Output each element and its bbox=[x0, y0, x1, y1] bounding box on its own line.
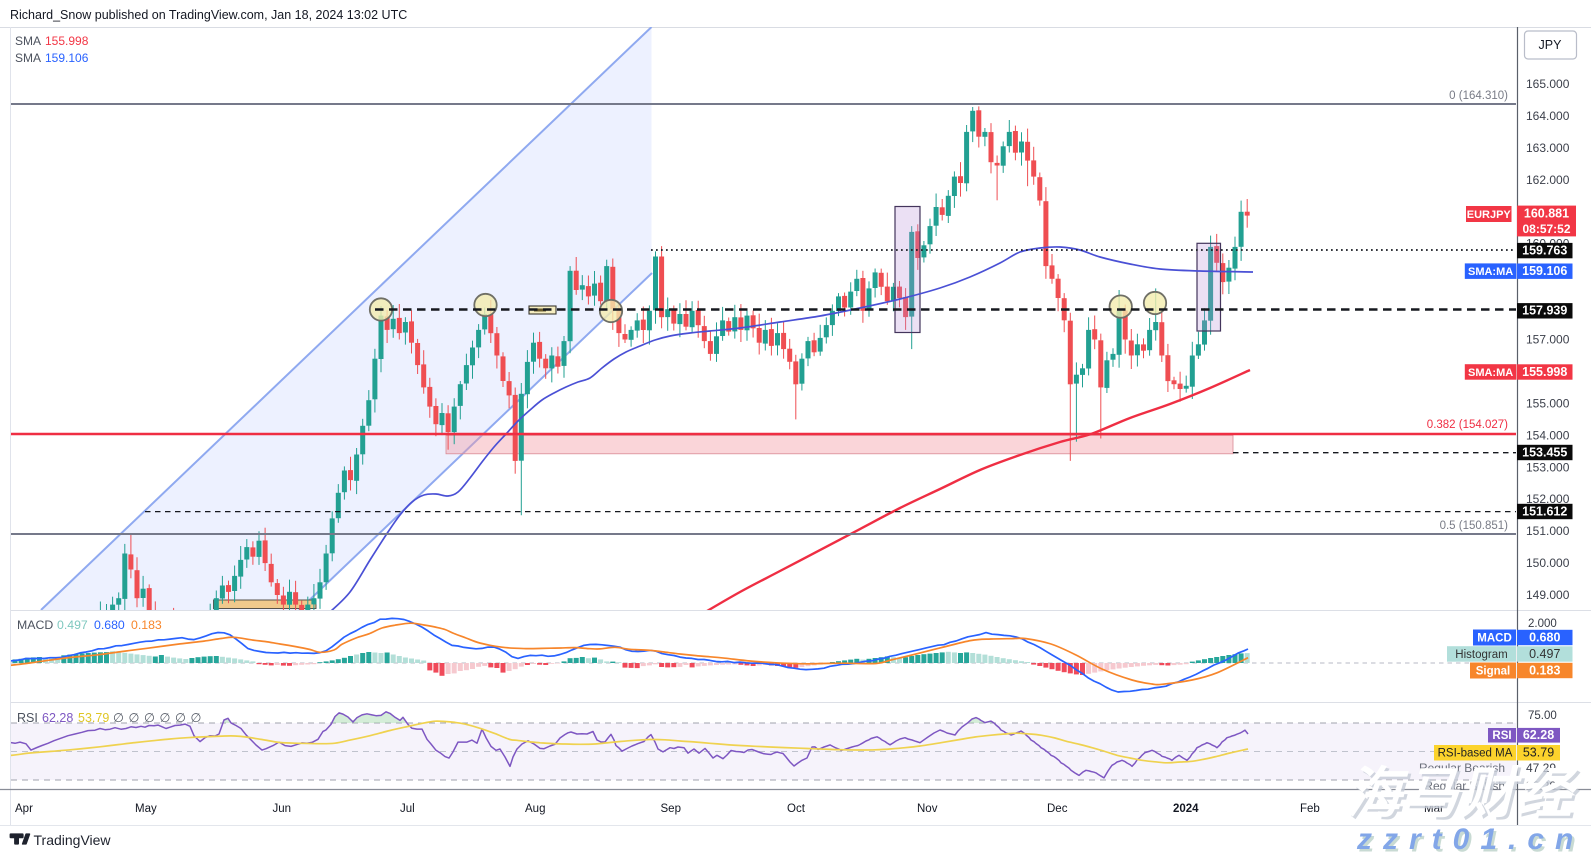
svg-text:53.79: 53.79 bbox=[1523, 746, 1554, 760]
svg-text:Histogram: Histogram bbox=[1455, 649, 1507, 661]
svg-text:152.000: 152.000 bbox=[1526, 492, 1570, 506]
svg-text:0.497: 0.497 bbox=[1529, 647, 1560, 661]
svg-text:0.680: 0.680 bbox=[94, 618, 125, 632]
svg-text:53.79: 53.79 bbox=[78, 711, 109, 725]
svg-text:Mar: Mar bbox=[1424, 803, 1444, 815]
svg-text:May: May bbox=[135, 803, 157, 815]
svg-text:149.000: 149.000 bbox=[1526, 588, 1570, 602]
svg-text:RSI: RSI bbox=[1492, 730, 1511, 742]
svg-text:∅: ∅ bbox=[175, 711, 186, 725]
svg-text:Feb: Feb bbox=[1300, 803, 1320, 815]
svg-text:62.28: 62.28 bbox=[1523, 728, 1554, 742]
svg-text:0.5 (150.851): 0.5 (150.851) bbox=[1440, 520, 1509, 532]
svg-text:0.382 (154.027): 0.382 (154.027) bbox=[1427, 419, 1508, 431]
svg-text:164.000: 164.000 bbox=[1526, 109, 1570, 123]
svg-text:TradingView: TradingView bbox=[34, 832, 112, 848]
svg-text:155.000: 155.000 bbox=[1526, 396, 1570, 410]
svg-text:Regular Bearish: Regular Bearish bbox=[1419, 761, 1505, 775]
svg-text:157.000: 157.000 bbox=[1526, 333, 1570, 347]
svg-text:∅: ∅ bbox=[191, 711, 202, 725]
svg-text:165.000: 165.000 bbox=[1526, 77, 1570, 91]
svg-text:159.763: 159.763 bbox=[1522, 243, 1567, 257]
svg-text:2024: 2024 bbox=[1173, 803, 1199, 815]
svg-text:153.455: 153.455 bbox=[1522, 445, 1567, 459]
svg-text:Sep: Sep bbox=[661, 803, 681, 815]
svg-text:0.497: 0.497 bbox=[57, 618, 88, 632]
svg-text:Regular Bullish: Regular Bullish bbox=[1424, 779, 1505, 793]
svg-text:0.680: 0.680 bbox=[1529, 630, 1560, 644]
svg-text:162.000: 162.000 bbox=[1526, 173, 1570, 187]
svg-text:163.000: 163.000 bbox=[1526, 141, 1570, 155]
svg-text:∅: ∅ bbox=[144, 711, 155, 725]
svg-text:62.28: 62.28 bbox=[42, 711, 73, 725]
svg-text:160.881: 160.881 bbox=[1524, 207, 1569, 221]
svg-text:MACD: MACD bbox=[17, 618, 53, 632]
svg-text:151.000: 151.000 bbox=[1526, 524, 1570, 538]
svg-text:Apr: Apr bbox=[15, 803, 33, 815]
svg-text:159.106: 159.106 bbox=[1522, 264, 1567, 278]
svg-text:zzrt01.cn: zzrt01.cn bbox=[1356, 823, 1584, 856]
svg-text:155.998: 155.998 bbox=[1522, 365, 1567, 379]
svg-text:Dec: Dec bbox=[1047, 803, 1068, 815]
svg-text:151.612: 151.612 bbox=[1522, 504, 1567, 518]
svg-text:Richard_Snow published on Trad: Richard_Snow published on TradingView.co… bbox=[10, 8, 407, 22]
svg-text:Aug: Aug bbox=[525, 803, 545, 815]
svg-text:∅: ∅ bbox=[113, 711, 124, 725]
svg-text:SMA:MA: SMA:MA bbox=[1468, 367, 1513, 379]
svg-text:海马财经: 海马财经 bbox=[1346, 762, 1578, 824]
svg-text:RSI-based MA: RSI-based MA bbox=[1438, 748, 1513, 760]
svg-text:Nov: Nov bbox=[917, 803, 938, 815]
svg-text:RSI: RSI bbox=[17, 711, 38, 725]
svg-text:MACD: MACD bbox=[1477, 632, 1512, 644]
svg-text:2.000: 2.000 bbox=[1528, 618, 1557, 630]
svg-text:∅: ∅ bbox=[160, 711, 171, 725]
svg-text:EURJPY: EURJPY bbox=[1467, 209, 1512, 221]
svg-text:SMA: SMA bbox=[15, 34, 41, 48]
svg-text:JPY: JPY bbox=[1539, 38, 1563, 52]
svg-text:zzrt01.cn: zzrt01.cn bbox=[1358, 825, 1586, 857]
svg-text:157.939: 157.939 bbox=[1522, 304, 1567, 318]
svg-text:∅: ∅ bbox=[129, 711, 140, 725]
svg-text:150.000: 150.000 bbox=[1526, 556, 1570, 570]
svg-text:153.000: 153.000 bbox=[1526, 460, 1570, 474]
svg-text:SMA: SMA bbox=[15, 51, 41, 65]
svg-text:Signal: Signal bbox=[1476, 665, 1511, 677]
svg-text:Jun: Jun bbox=[273, 803, 292, 815]
svg-text:海马财经: 海马财经 bbox=[1349, 765, 1581, 827]
svg-text:0.183: 0.183 bbox=[1529, 663, 1560, 677]
svg-text:154.000: 154.000 bbox=[1526, 428, 1570, 442]
svg-text:155.998: 155.998 bbox=[45, 34, 89, 48]
svg-text:08:57:52: 08:57:52 bbox=[1522, 222, 1570, 236]
svg-text:0.183: 0.183 bbox=[131, 618, 162, 632]
svg-text:SMA:MA: SMA:MA bbox=[1468, 266, 1513, 278]
svg-text:47.29: 47.29 bbox=[1526, 761, 1556, 775]
svg-text:0 (164.310): 0 (164.310) bbox=[1449, 90, 1508, 102]
svg-text:75.00: 75.00 bbox=[1528, 710, 1557, 722]
svg-text:Jul: Jul bbox=[400, 803, 415, 815]
svg-text:Oct: Oct bbox=[787, 803, 806, 815]
svg-text:159.106: 159.106 bbox=[45, 51, 89, 65]
svg-text:38.28: 38.28 bbox=[1526, 779, 1556, 793]
